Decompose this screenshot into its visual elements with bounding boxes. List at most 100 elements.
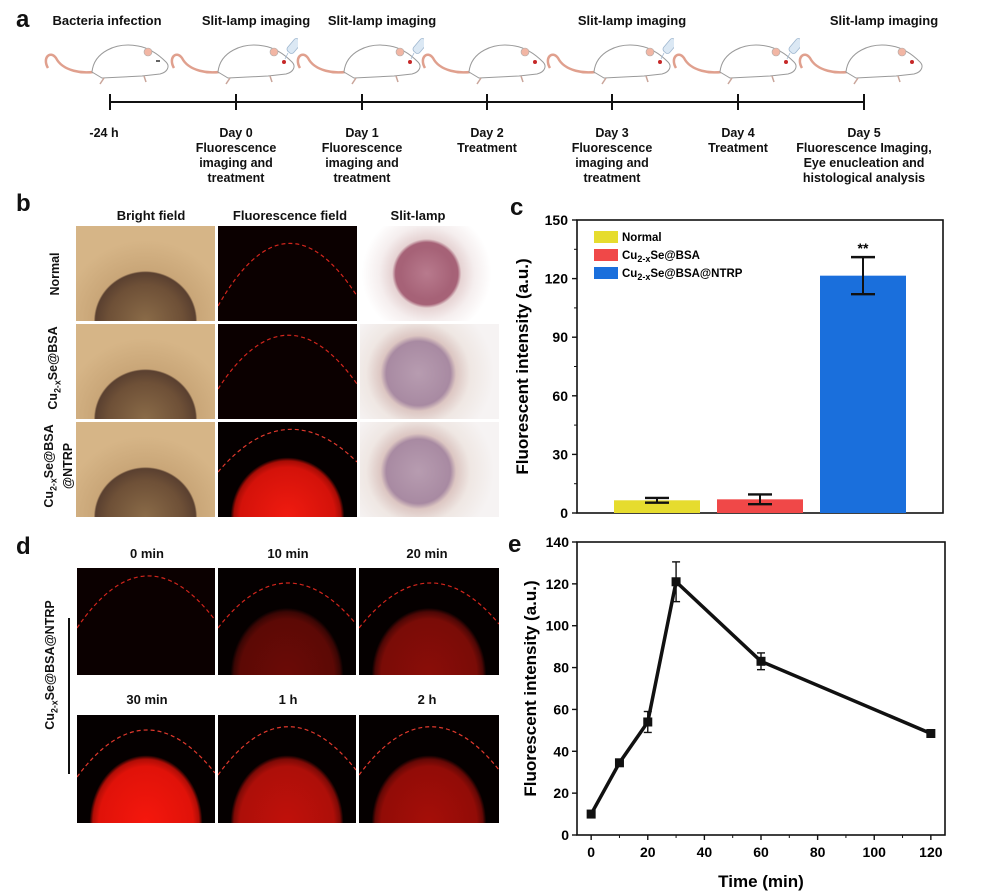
mouse-tail [672,53,731,74]
y-tick-label: 90 [552,329,568,345]
panel-label-c: c [510,194,524,221]
row-label-suffix: @NTRP [60,442,75,490]
bar-chart-fluorescent-intensity: 0 30 60 90 120 150 Fluorescent intensity (a.u.… [513,212,944,521]
timeline-day-label: Day 5 Fluorescence Imaging, Eye enucleatio… [796,126,932,185]
timeline-day-label: Day 1 Fluorescence imaging and treatment [321,126,403,185]
mouse-icon [798,44,923,85]
timeline-tick [611,94,613,110]
mouse-leg [897,75,901,83]
image-fluorescence-cu-se-bsa-ntrp [218,422,357,517]
mouse-leg [351,77,357,85]
mouse-icon [170,38,298,85]
time-label-0min: 0 min [130,546,164,561]
timeline-event-label: Slit-lamp imaging [201,13,311,28]
x-tick-label: 20 [640,844,656,860]
mouse-icon [672,38,800,85]
eyedropper-tip [410,52,415,60]
timeline-tick [109,94,111,110]
timeline-day-label: Day 4 Treatment [708,126,768,155]
mouse-ear [143,47,153,57]
mouse-leg [645,75,649,83]
mouse-leg [601,77,607,85]
legend-label: Normal [622,232,662,244]
image-fluorescence-30min [77,715,215,823]
image-fluorescence-10min [218,568,356,675]
mouse-leg [771,75,775,83]
image-fluorescence-normal [218,226,357,321]
timeline-day-label: -24 h [89,126,119,140]
timeline-tick [863,94,865,110]
y-axis-label: Fluorescent intensity (a.u.) [513,258,532,474]
mouse-leg [853,77,859,85]
eyedropper-icon [662,38,674,54]
mouse-ear [645,47,655,57]
y-tick-label: 30 [552,446,568,462]
mouse-leg [225,77,231,85]
y-tick-label: 0 [561,827,569,843]
mouse-ear [897,47,907,57]
panel-d-side-label: Cu2-xSe@BSA@NTRP [42,600,60,730]
mouse-leg [476,77,482,85]
timeline-tick [235,94,237,110]
y-tick-label: 120 [545,271,569,287]
image-slit-lamp-cu-se-bsa [360,324,499,419]
y-tick-label: 60 [553,701,569,717]
panel-label-b: b [16,190,31,217]
data-point [614,758,624,768]
image-fluorescence-cu-se-bsa [218,324,357,419]
eyedropper-icon [286,38,298,54]
y-tick-label: 20 [553,785,569,801]
timeline-event-label: Slit-lamp imaging [577,13,687,28]
data-point [643,717,653,727]
mouse-ear [269,47,279,57]
eyedropper-tip [660,52,665,60]
image-bright-field-cu-se-bsa [76,324,215,419]
bar [614,500,700,513]
bar [717,499,803,513]
image-bright-field-cu-se-bsa-ntrp [76,422,215,517]
x-axis-label: Time (min) [718,872,804,891]
mouse-tail [798,53,857,74]
y-tick-label: 150 [545,212,569,228]
time-label-30min: 30 min [126,692,168,707]
timeline-event-label: Slit-lamp imaging [829,13,939,28]
y-tick-label: 120 [546,576,570,592]
data-point [756,656,766,666]
eyedropper-icon [412,38,424,54]
timeline-tick [737,94,739,110]
data-point [671,577,681,587]
image-slit-lamp-normal [360,226,499,321]
column-header-slit-lamp: Slit-lamp [390,208,446,223]
mouse-leg [143,75,147,83]
mouse-tail [170,53,229,74]
row-label-normal: Normal [48,252,62,296]
legend-swatch [594,267,618,279]
bar [820,275,906,513]
y-axis-label: Fluorescent intensity (a.u.) [521,580,540,796]
mouse-eye-red [658,60,662,64]
timeline-day-label: Day 2 Treatment [457,126,517,155]
y-tick-label: 80 [553,660,569,676]
panel-label-e: e [508,531,522,558]
mouse-icon [421,44,546,85]
timeline-tick [361,94,363,110]
y-tick-label: 100 [546,618,570,634]
timeline-day-label: Day 3 Fluorescence imaging and treatment [571,126,653,185]
mouse-ear [520,47,530,57]
x-tick-label: 0 [587,844,595,860]
image-fluorescence-2h [359,715,499,823]
timeline-event-label: Slit-lamp imaging [327,13,437,28]
legend-swatch [594,231,618,243]
mouse-eye-red [533,60,537,64]
row-label-cu-se-bsa: Cu2-xSe@BSA [45,326,63,410]
x-tick-label: 60 [753,844,769,860]
mouse-leg [727,77,733,85]
panel-label-a: a [16,6,30,33]
mouse-tail [546,53,605,74]
time-label-20min: 20 min [406,546,448,561]
mouse-ear [395,47,405,57]
mouse-icon [44,44,169,85]
mouse-tail [44,53,103,74]
image-slit-lamp-cu-se-bsa-ntrp [360,422,499,517]
column-header-fluorescence-field: Fluorescence field [232,208,348,223]
